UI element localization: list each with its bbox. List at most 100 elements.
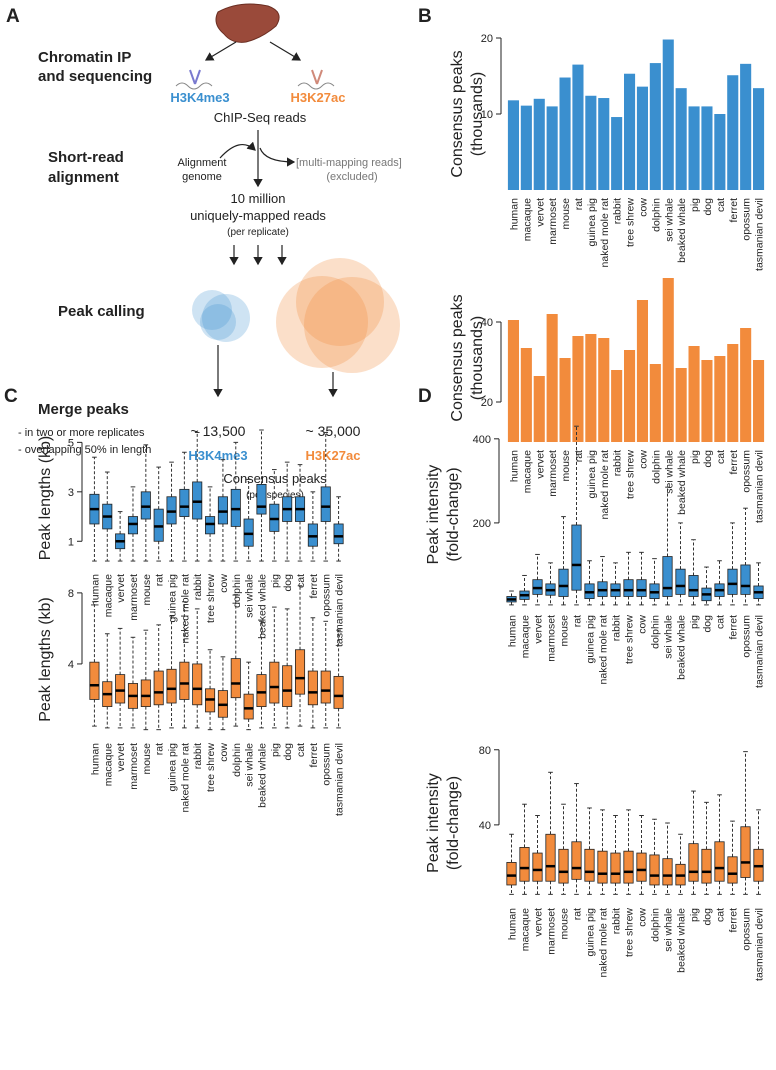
box: [519, 847, 530, 882]
box: [714, 841, 725, 882]
replicate-label: (per replicate): [227, 227, 289, 238]
bar: [727, 344, 739, 442]
box: [333, 523, 344, 545]
x-tick-label: tree shrew: [625, 198, 637, 247]
x-tick-label: ferret: [308, 743, 320, 768]
excluded-label: (excluded): [326, 171, 377, 183]
bar: [624, 350, 636, 442]
consensus-label: Consensus peaks: [223, 471, 327, 486]
x-tick-label: vervet: [534, 198, 546, 227]
bar: [636, 300, 648, 442]
bar: [649, 63, 661, 190]
x-tick-label: mouse: [559, 615, 571, 647]
bar: [753, 360, 765, 442]
x-tick-label: ferret: [728, 450, 740, 475]
x-tick-label: tasmanian devil: [334, 743, 346, 816]
x-tick-label: marmoset: [128, 574, 140, 621]
y-axis-label: Peak intensity: [425, 773, 442, 873]
y-tick-label: 10: [481, 109, 493, 121]
x-tick-label: rat: [573, 450, 585, 462]
excluded-label: [multi-mapping reads]: [296, 157, 402, 169]
bar: [624, 73, 636, 190]
x-tick-label: macaque: [102, 743, 114, 786]
x-tick-label: rat: [572, 615, 584, 627]
x-tick-label: guinea pig: [167, 743, 179, 792]
y-axis-label: (fold-change): [445, 776, 462, 870]
bar: [598, 98, 610, 190]
box: [688, 575, 699, 597]
x-tick-label: marmoset: [128, 743, 140, 790]
bar: [520, 105, 532, 190]
x-tick-label: marmoset: [547, 450, 559, 497]
bar: [598, 338, 610, 442]
y-tick-label: 40: [479, 820, 491, 832]
x-tick-label: marmoset: [547, 198, 559, 245]
box: [740, 826, 751, 878]
x-tick-label: dog: [702, 198, 714, 216]
box: [230, 658, 241, 699]
bar: [675, 88, 687, 190]
x-tick-label: guinea pig: [585, 615, 597, 664]
bar: [688, 106, 700, 190]
y-tick-label: 4: [68, 659, 74, 671]
x-tick-label: tree shrew: [624, 615, 636, 664]
y-axis-label: Peak lengths (kb): [37, 597, 54, 722]
mark-label: H3K4me3: [170, 90, 229, 105]
x-tick-label: opossum: [741, 908, 753, 951]
arrow: [204, 41, 237, 61]
box: [571, 524, 582, 591]
x-tick-label: naked mole rat: [179, 574, 191, 644]
x-tick-label: dolphin: [650, 615, 662, 649]
bar: [688, 346, 700, 442]
y-axis-label: Peak lengths (kb): [37, 436, 54, 561]
y-tick-label: 80: [479, 745, 491, 757]
x-tick-label: tasmanian devil: [334, 574, 346, 647]
arrow: [259, 147, 296, 167]
x-tick-label: dolphin: [231, 743, 243, 777]
x-tick-label: opossum: [741, 450, 753, 493]
bar: [701, 106, 713, 190]
box: [115, 674, 126, 704]
bar: [585, 95, 597, 190]
panel-label: A: [6, 6, 20, 27]
step-label: Merge peaks: [38, 401, 129, 418]
x-tick-label: dog: [282, 743, 294, 761]
x-tick-label: human: [508, 450, 520, 482]
panel-label: C: [4, 386, 18, 407]
box: [636, 852, 647, 882]
x-tick-label: ferret: [728, 908, 740, 933]
x-tick-label: cat: [715, 615, 727, 629]
box: [597, 850, 608, 884]
x-tick-label: pig: [269, 743, 281, 757]
x-tick-label: naked mole rat: [598, 615, 610, 685]
x-tick-label: dog: [702, 450, 714, 468]
bar: [753, 88, 765, 190]
y-tick-label: 5: [68, 437, 74, 449]
y-tick-label: 20: [481, 397, 493, 409]
x-tick-label: pig: [689, 615, 701, 629]
x-tick-label: ferret: [728, 198, 740, 223]
box: [153, 670, 164, 706]
x-tick-label: guinea pig: [167, 574, 179, 623]
x-tick-label: opossum: [741, 198, 753, 241]
x-tick-label: guinea pig: [585, 908, 597, 957]
bar: [533, 376, 545, 442]
x-tick-label: pig: [689, 198, 701, 212]
x-tick-label: dolphin: [650, 198, 662, 232]
box: [192, 663, 203, 706]
x-tick-label: cow: [637, 198, 649, 217]
y-axis-label: Consensus peaks: [449, 50, 466, 177]
x-tick-label: ferret: [308, 574, 320, 599]
x-tick-label: macaque: [102, 574, 114, 617]
y-axis-label: (thousands): [469, 316, 486, 401]
bar: [714, 114, 726, 190]
box: [545, 833, 556, 882]
x-tick-label: cat: [295, 743, 307, 757]
x-tick-label: vervet: [115, 743, 127, 772]
x-tick-label: rat: [572, 908, 584, 920]
bar: [675, 368, 687, 442]
x-tick-label: cow: [637, 908, 649, 927]
bar: [585, 334, 597, 442]
box: [294, 649, 306, 695]
x-tick-label: cow: [218, 574, 230, 593]
